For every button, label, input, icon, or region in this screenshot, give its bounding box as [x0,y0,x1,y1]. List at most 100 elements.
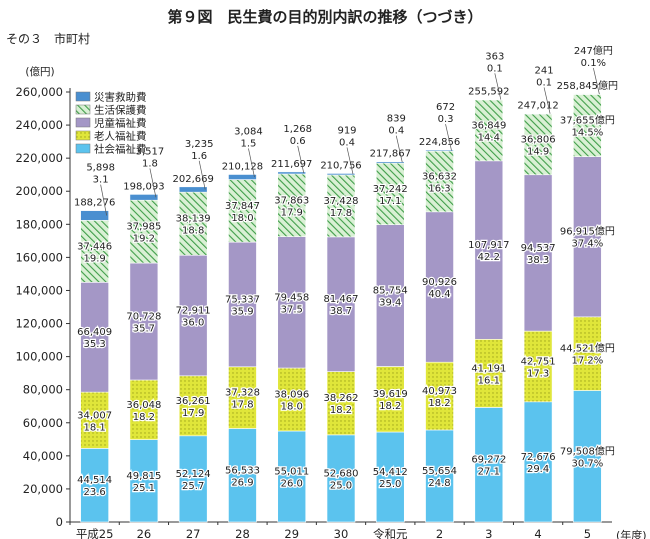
segment-value-label: 34,007 [77,410,112,421]
x-tick-label: 4 [534,527,541,539]
total-label: 217,867 [370,149,411,160]
segment-value-label: 55,011 [274,467,309,478]
y-tick-label: 200,000 [15,184,63,198]
legend-label: 社会福祉費 [94,143,147,156]
segment-value-label: 79,508億円 [560,444,615,457]
y-tick-label: 80,000 [23,383,63,397]
segment-pct-label: 18.1 [84,422,106,433]
segment-value-label: 66,409 [77,327,112,338]
bar-segment [80,210,109,221]
segment-value-label: 41,191 [471,363,506,374]
segment-pct-label: 37.5 [281,304,303,315]
bar-segment [277,171,307,175]
segment-pct-label: 27.1 [478,467,500,478]
bar-segment [474,339,504,408]
disaster-pct-label: 1.8 [142,158,158,169]
bar-segment [375,224,405,367]
y-tick-label: 240,000 [15,118,63,132]
segment-value-label: 37,242 [373,184,408,195]
x-tick-label: 令和元 [373,527,408,539]
bar-segment [474,99,504,162]
segment-pct-label: 35.7 [133,324,155,335]
segment-pct-label: 42.2 [478,252,500,263]
segment-value-label: 72,676 [521,452,556,463]
bar-segment [425,149,454,152]
total-label: 210,128 [222,161,263,172]
disaster-value-label: 3,084 [234,126,263,137]
segment-value-label: 37,428 [324,196,359,207]
x-tick-label: 27 [186,527,201,539]
segment-pct-label: 19.2 [133,234,155,245]
segment-pct-label: 25.1 [133,483,155,494]
bar-segment [425,150,454,213]
callout-line [494,73,502,100]
segment-value-label: 36,261 [176,396,211,407]
segment-pct-label: 17.8 [231,400,253,411]
callout-line [149,168,157,198]
segment-pct-label: 17.8 [330,208,352,219]
bar-segment [178,254,208,377]
x-axis-label: (年度) [616,528,647,539]
legend-swatch [75,117,91,128]
bar-segment [129,262,159,381]
segment-pct-label: 25.7 [182,481,204,492]
bars [80,93,602,523]
disaster-value-label: 363 [485,51,504,62]
segment-pct-label: 37.4% [571,239,603,250]
y-tick-label: 260,000 [15,85,63,99]
bar-segment [178,186,208,193]
segment-pct-label: 18.2 [133,412,155,423]
segment-value-label: 42,751 [521,356,556,367]
segment-pct-label: 23.6 [84,487,106,498]
bar-segment [523,113,553,115]
segment-pct-label: 24.8 [428,478,450,489]
disaster-value-label: 5,898 [86,163,115,174]
chart-title: 第９図 民生費の目的別内訳の推移（つづき） [167,8,483,26]
legend-swatch [75,143,91,154]
bar-segment [375,366,405,433]
bar-segment [474,160,504,340]
x-tick-label: 29 [284,527,299,539]
segment-value-label: 56,533 [225,465,260,476]
legend-swatch [75,104,91,115]
total-label: 188,276 [74,198,115,209]
bar-segment [80,391,109,449]
bar-segment [474,407,504,523]
segment-pct-label: 18.2 [330,405,352,416]
segment-pct-label: 36.0 [182,318,204,329]
bar-segment [326,371,356,436]
segment-value-label: 36,048 [126,400,161,411]
segment-value-label: 36,806 [521,134,556,145]
bar-segment [326,434,356,523]
bar-segment [573,316,602,391]
segment-value-label: 44,514 [77,475,112,486]
segment-value-label: 37,655億円 [560,113,615,126]
y-tick-label: 140,000 [15,283,63,297]
x-tick-label: 平成25 [76,527,114,539]
bar-segment [523,174,553,332]
segment-pct-label: 25.0 [330,480,352,491]
bar-segment [425,429,454,523]
legend-swatch [75,130,91,141]
total-label: 210,756 [320,160,361,171]
disaster-pct-label: 1.6 [191,151,207,162]
disaster-value-label: 839 [387,114,406,125]
legend-label: 児童福祉費 [94,117,147,130]
segment-value-label: 38,139 [176,214,211,225]
bar-segment [277,236,307,369]
segment-value-label: 39,619 [373,389,408,400]
bar-segment [375,161,405,164]
bar-segment [326,173,356,176]
disaster-pct-label: 0.4 [388,126,404,137]
bar-segment [375,431,405,523]
disaster-pct-label: 0.6 [290,136,306,147]
segment-value-label: 55,654 [422,466,457,477]
x-tick-label: 5 [584,527,591,539]
y-tick-label: 0 [56,515,63,529]
y-tick-label: 40,000 [23,449,63,463]
legend-label: 老人福祉費 [94,130,147,143]
bar-segment [129,379,159,440]
